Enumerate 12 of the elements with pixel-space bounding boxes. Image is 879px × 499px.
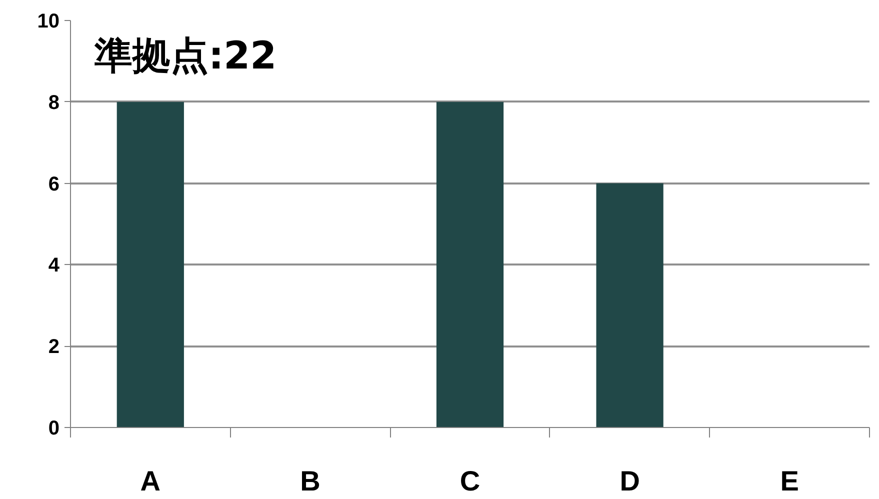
y-tick-label: 6 xyxy=(48,173,60,196)
x-tick-label: A xyxy=(140,466,161,496)
x-tick-label: E xyxy=(780,466,799,496)
y-tick-label: 10 xyxy=(37,10,60,32)
x-tick-label: C xyxy=(460,466,480,496)
y-tick-label: 2 xyxy=(48,336,60,358)
annotation: 準拠点:22 xyxy=(93,33,277,78)
x-tick-label: D xyxy=(620,466,640,496)
y-tick-label: 4 xyxy=(48,254,60,277)
x-tick-label: B xyxy=(300,466,320,496)
y-tick-label: 8 xyxy=(48,92,60,114)
y-tick-label: 0 xyxy=(48,418,60,440)
